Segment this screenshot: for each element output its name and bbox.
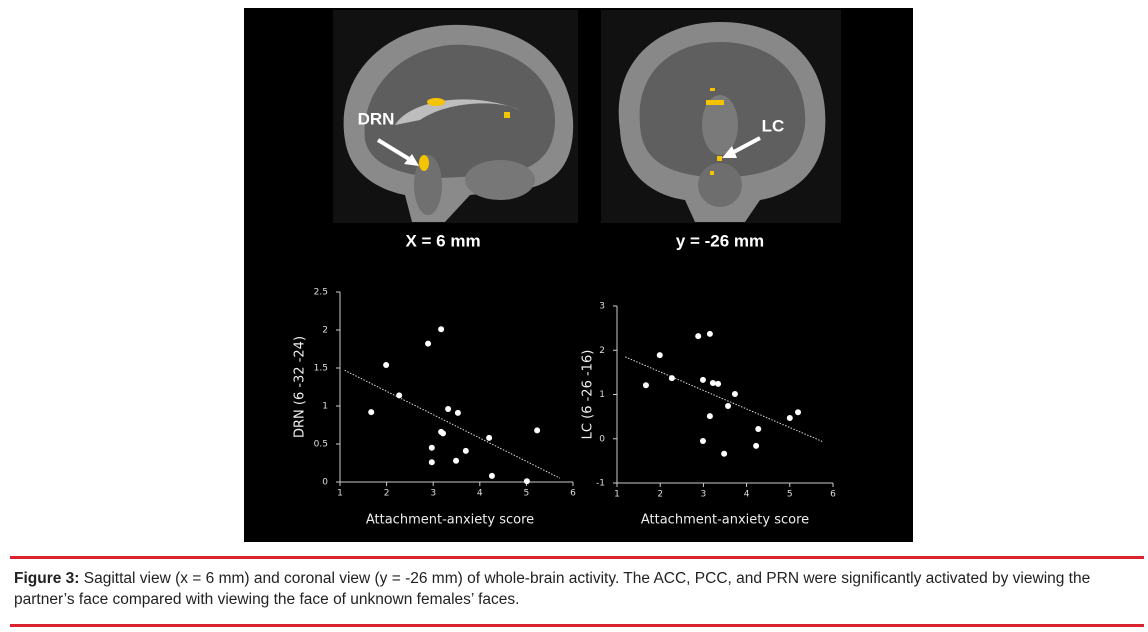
x-axis-label: Attachment-anxiety score	[366, 513, 534, 528]
point	[425, 340, 432, 347]
point	[534, 427, 541, 434]
sagittal-image	[333, 10, 578, 223]
x-axis-label: Attachment-anxiety score	[641, 513, 809, 528]
caption-text: Sagittal view (x = 6 mm) and coronal vie…	[14, 570, 1091, 608]
point	[428, 444, 435, 451]
image-caption: y = -26 mm	[676, 231, 764, 250]
x-tick-label: 3	[430, 489, 436, 499]
x-tick-label: 3	[701, 490, 707, 500]
x-tick-label: 4	[477, 489, 483, 499]
point	[795, 409, 802, 416]
point	[715, 380, 722, 387]
rule	[10, 624, 1144, 627]
point	[699, 437, 706, 444]
point	[725, 403, 732, 410]
x-tick-label: 6	[570, 489, 576, 499]
point	[656, 352, 663, 359]
coronal-image	[601, 10, 841, 223]
point	[721, 450, 728, 457]
point	[642, 382, 649, 389]
caption: Figure 3: Sagittal view (x = 6 mm) and c…	[14, 568, 1146, 610]
region-label: DRN	[358, 109, 395, 128]
point	[368, 409, 375, 416]
y-tick-label: 1	[599, 390, 605, 400]
y-tick-label: 0.5	[314, 440, 328, 450]
y-tick-label: 1.5	[314, 364, 328, 374]
y-tick-label: -1	[596, 479, 605, 489]
rule	[10, 556, 1144, 559]
y-tick-label: 0	[322, 478, 328, 488]
point	[396, 392, 403, 399]
point	[486, 434, 493, 441]
y-axis-label: DRN (6 -32 -24)	[293, 336, 308, 438]
point	[755, 426, 762, 433]
x-tick-label: 4	[744, 490, 750, 500]
point	[488, 472, 495, 479]
point	[706, 413, 713, 420]
point	[731, 391, 738, 398]
x-tick-label: 6	[830, 490, 836, 500]
point	[462, 447, 469, 454]
x-tick-label: 5	[787, 490, 793, 500]
point	[453, 457, 460, 464]
point	[706, 330, 713, 337]
y-tick-label: 1	[322, 402, 328, 412]
point	[695, 333, 702, 340]
x-tick-label: 2	[384, 489, 390, 499]
point	[438, 326, 445, 333]
point	[454, 409, 461, 416]
y-tick-label: 2.5	[314, 288, 328, 298]
point	[383, 361, 390, 368]
figure: DRN LC X = 6 mm y = -26 mm 0 0.5 1 1.5 2 2.5 1…	[244, 8, 913, 542]
y-tick-label: 3	[599, 302, 605, 312]
y-tick-label: 0	[599, 434, 605, 444]
point	[753, 442, 760, 449]
point	[786, 414, 793, 421]
caption-label: Figure 3:	[14, 570, 80, 587]
point	[428, 459, 435, 466]
point	[523, 478, 530, 485]
trendline	[344, 369, 561, 479]
image-caption: X = 6 mm	[405, 231, 480, 250]
x-tick-label: 2	[657, 490, 663, 500]
point	[445, 406, 452, 413]
point	[699, 376, 706, 383]
y-tick-label: 2	[322, 326, 328, 336]
point	[709, 379, 716, 386]
y-axis-label: LC (6 -26 -16)	[581, 350, 596, 440]
x-tick-label: 5	[524, 489, 530, 499]
x-tick-label: 1	[337, 489, 343, 499]
x-tick-label: 1	[614, 490, 620, 500]
point	[439, 430, 446, 437]
point	[668, 375, 675, 382]
region-label: LC	[762, 116, 785, 135]
y-tick-label: 2	[599, 346, 605, 356]
